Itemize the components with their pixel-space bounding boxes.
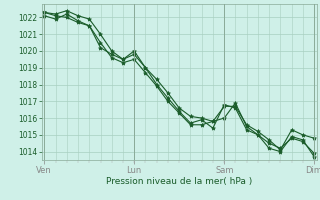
X-axis label: Pression niveau de la mer( hPa ): Pression niveau de la mer( hPa ) (106, 177, 252, 186)
